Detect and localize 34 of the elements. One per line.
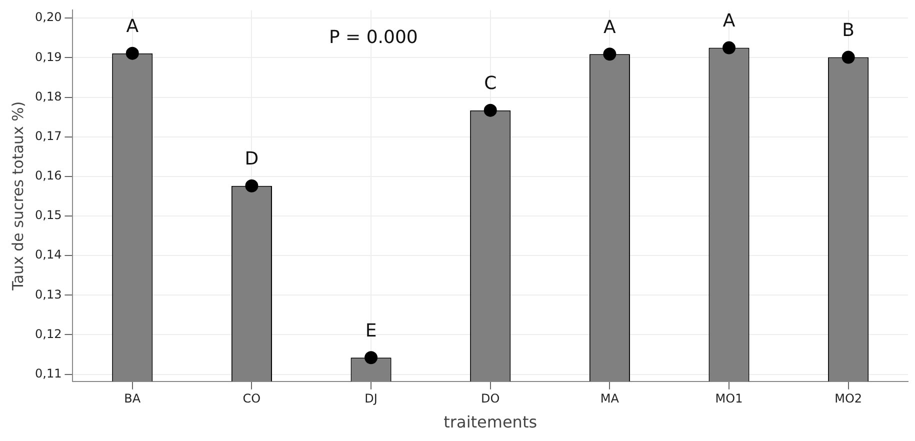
point bbox=[484, 104, 497, 117]
annotation: P = 0.000 bbox=[328, 26, 418, 48]
y-tick-label: 0,11 bbox=[35, 366, 62, 380]
x-tick-label: DJ bbox=[364, 392, 378, 406]
y-tick-label: 0,20 bbox=[35, 10, 62, 24]
x-tick-label: BA bbox=[124, 392, 142, 406]
point bbox=[364, 351, 378, 364]
annotation: A bbox=[604, 16, 617, 38]
x-axis-title: traitements bbox=[444, 412, 538, 432]
y-tick-label: 0,19 bbox=[35, 50, 62, 64]
point bbox=[603, 48, 616, 61]
y-tick-label: 0,17 bbox=[35, 128, 62, 143]
x-tick-label: CO bbox=[242, 392, 261, 406]
point bbox=[245, 179, 258, 192]
point bbox=[842, 50, 855, 64]
annotation: E bbox=[365, 320, 377, 342]
x-tick-label: MO2 bbox=[834, 392, 862, 406]
x-tick-label: DO bbox=[481, 392, 500, 406]
y-tick-label: 0,13 bbox=[35, 287, 62, 302]
annotation: A bbox=[722, 10, 736, 32]
y-tick-label: 0,16 bbox=[35, 168, 62, 183]
y-tick-label: 0,18 bbox=[35, 89, 62, 104]
x-tick-label: MA bbox=[600, 392, 620, 406]
annotation: D bbox=[244, 148, 259, 170]
point bbox=[126, 46, 139, 60]
y-tick-label: 0,14 bbox=[35, 248, 62, 262]
x-tick-label: MO1 bbox=[715, 392, 743, 406]
y-axis-title: Taux de sucres totaux %) bbox=[8, 101, 27, 292]
annotation: A bbox=[126, 16, 140, 38]
point bbox=[722, 41, 736, 54]
annotation: B bbox=[842, 20, 855, 41]
y-tick-label: 0,15 bbox=[35, 208, 62, 222]
y-tick-label: 0,12 bbox=[35, 326, 62, 341]
annotation: C bbox=[484, 72, 497, 94]
